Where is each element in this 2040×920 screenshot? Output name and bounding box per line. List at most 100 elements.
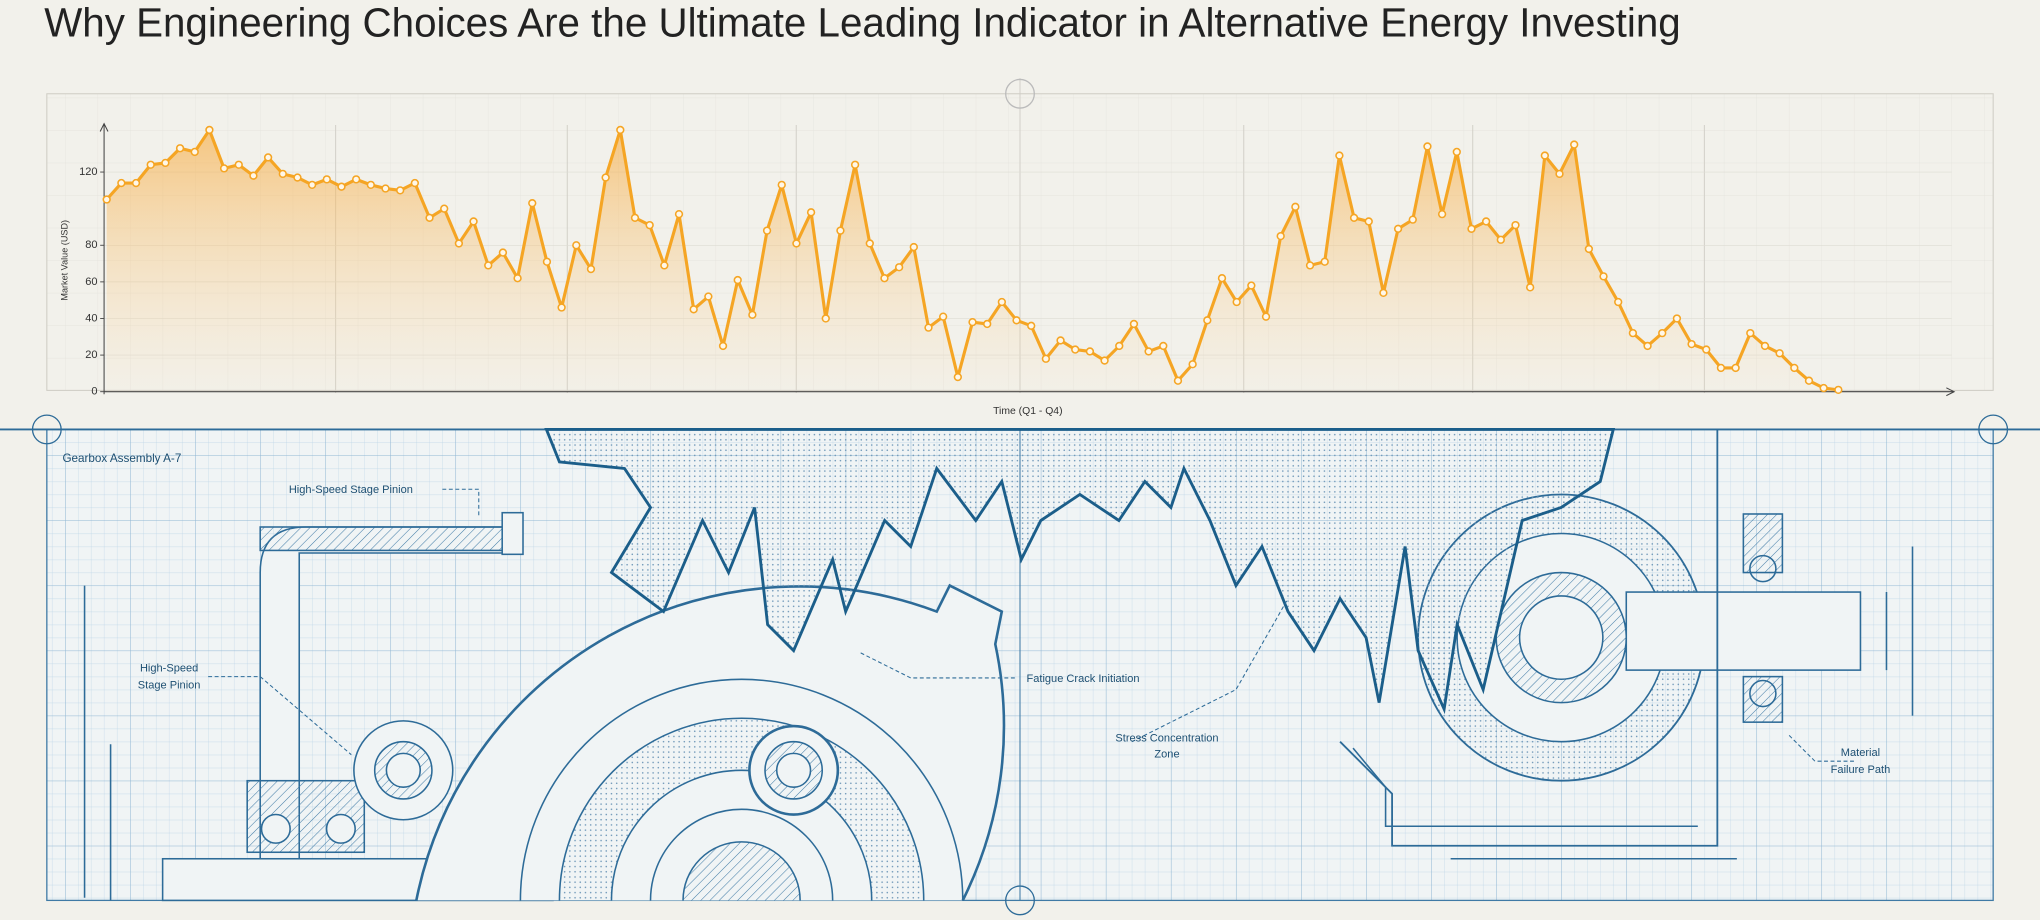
point [821,314,830,323]
point [1643,341,1652,351]
point [175,144,185,153]
point [762,226,772,235]
point [1731,363,1740,373]
point [425,213,434,222]
point [131,178,141,188]
y-axis [99,122,109,395]
point [674,209,684,219]
point [161,158,170,168]
point [1687,339,1696,349]
point [953,372,963,382]
point [1775,349,1784,358]
point [1437,209,1447,219]
point [1804,376,1814,385]
point [968,317,977,327]
point [1364,217,1373,226]
point [630,213,640,222]
callout: High-Speed Stage Pinion [289,484,413,496]
point [146,160,155,169]
y-tick-label: 40 [85,312,97,324]
point [1261,312,1271,321]
point [1041,354,1051,363]
point [1335,151,1344,160]
y-tick-label: 20 [85,349,97,361]
point [616,125,625,135]
callout: Material [1841,747,1880,759]
point [469,217,478,226]
chart: Time (Q1 - Q4) Market Value (USD) 0 20 40 6… [60,122,1956,417]
point [1628,328,1638,338]
point [1467,224,1476,233]
point [542,257,552,266]
point [983,319,992,329]
x-axis-label: Time (Q1 - Q4) [993,406,1062,417]
point [440,204,449,213]
callout: Fatigue Crack Initiation [1027,673,1140,685]
point [1232,297,1241,307]
point [454,239,464,248]
point [1452,147,1461,157]
point [293,173,302,182]
callout: Failure Path [1831,764,1891,776]
point [894,263,904,272]
point [1496,235,1505,244]
point [1027,321,1036,330]
point [1173,376,1183,385]
point [498,248,508,257]
point [1247,281,1256,290]
point [1115,341,1124,351]
y-tick-label: 80 [85,239,97,251]
point [586,264,596,274]
point [513,274,522,283]
crosshair [1005,78,1035,109]
point [1716,363,1726,373]
point [1423,142,1432,151]
blueprint-title: Gearbox Assembly A-7 [62,452,181,465]
point [1599,272,1608,281]
point [733,275,742,285]
point [1481,217,1491,226]
point [1305,261,1315,270]
point [351,175,361,184]
point [249,171,258,180]
point [528,199,537,208]
point [322,175,331,184]
point [1188,360,1197,369]
point [484,261,493,270]
point [806,208,816,217]
title: Why Engineering Choices Are the Ultimate… [44,0,1680,46]
point [1071,345,1080,354]
point [997,297,1007,307]
point [1349,213,1359,222]
point [205,125,214,135]
point [1819,383,1828,393]
point [748,310,757,319]
point [190,147,199,157]
point [1570,140,1579,149]
y-tick-label: 120 [79,166,97,178]
point [1614,297,1623,307]
y-tick-label: 60 [85,276,97,288]
point [263,153,273,162]
point [381,184,390,193]
point [1144,347,1153,356]
point [1760,341,1770,351]
point [1658,328,1667,338]
point [1320,257,1329,266]
point [557,303,566,312]
point [117,178,126,188]
point [792,239,801,248]
point [836,226,845,235]
point [1100,356,1109,365]
point [718,341,728,351]
point [1012,316,1021,325]
point [1129,319,1139,329]
point [102,195,111,204]
y-tick-label: 0 [91,386,97,398]
point [1702,345,1711,354]
blueprint: Gearbox Assembly A-7 High-Speed Stage Pi… [0,414,2040,916]
point [410,178,420,188]
callout: Zone [1154,748,1179,760]
point [1408,215,1417,224]
